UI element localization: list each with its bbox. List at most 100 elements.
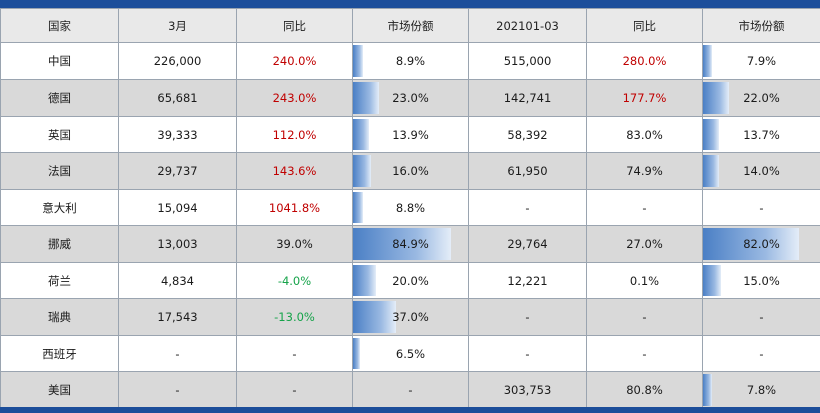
share-bar [353, 228, 451, 260]
share-bar [353, 301, 396, 333]
march-sales-cell: 226,000 [118, 42, 237, 80]
march-share-cell: 13.9% [352, 116, 469, 153]
share-bar [703, 265, 721, 296]
share-bar [353, 192, 364, 223]
march-yoy-cell: 1041.8% [236, 189, 353, 226]
march-yoy-cell: 112.0% [236, 116, 353, 153]
table-row: 中国 226,000 240.0% 8.9% 515,000 280.0% 7.9% [0, 42, 820, 80]
table-row: 美国 - - -303,753 80.8% 7.8% [0, 371, 820, 409]
share-bar [353, 45, 364, 77]
march-yoy-cell: 240.0% [236, 42, 353, 80]
ytd-share-cell: 82.0% [702, 225, 820, 263]
table-row: 英国 39,333 112.0% 13.9% 58,392 83.0% 13.7% [0, 116, 820, 153]
share-value: - [759, 346, 764, 361]
ytd-share-cell: 13.7% [702, 116, 820, 153]
ytd-share-cell: 15.0% [702, 262, 820, 299]
share-bar [353, 82, 380, 114]
ytd-yoy-cell: - [586, 189, 703, 226]
march-share-cell: 8.8% [352, 189, 469, 226]
table-row: 意大利 15,094 1041.8% 8.8% - - - [0, 189, 820, 226]
header-march: 3月 [118, 8, 237, 43]
share-value: 13.9% [392, 127, 429, 142]
ytd-share-cell: 14.0% [702, 152, 820, 190]
share-value: 82.0% [743, 237, 780, 251]
header-ytd-share: 市场份额 [702, 8, 820, 43]
march-share-cell: 37.0% [352, 298, 469, 336]
share-bar [703, 82, 729, 114]
country-cell: 美国 [0, 371, 119, 409]
share-value: 84.9% [392, 237, 429, 251]
header-ytd-yoy: 同比 [586, 8, 703, 43]
march-sales-cell: - [118, 335, 237, 372]
march-yoy-cell: 39.0% [236, 225, 353, 263]
march-sales-cell: 29,737 [118, 152, 237, 190]
ytd-yoy-cell: - [586, 335, 703, 372]
share-value: 37.0% [392, 310, 429, 324]
country-cell: 中国 [0, 42, 119, 80]
share-value: 15.0% [743, 273, 780, 288]
ytd-share-cell: - [702, 335, 820, 372]
ytd-share-cell: - [702, 189, 820, 226]
share-bar [703, 45, 713, 77]
ytd-yoy-cell: - [586, 298, 703, 336]
bottom-accent-bar [0, 407, 820, 413]
march-sales-cell: 13,003 [118, 225, 237, 263]
ytd-yoy-cell: 0.1% [586, 262, 703, 299]
ytd-yoy-cell: 280.0% [586, 42, 703, 80]
march-sales-cell: 15,094 [118, 189, 237, 226]
march-yoy-cell: -13.0% [236, 298, 353, 336]
ytd-yoy-cell: 27.0% [586, 225, 703, 263]
ev-sales-table: 国家 3月 同比 市场份额 202101-03 同比 市场份额 中国 226,00… [0, 8, 820, 409]
share-value: 14.0% [743, 164, 780, 178]
country-cell: 英国 [0, 116, 119, 153]
country-cell: 西班牙 [0, 335, 119, 372]
table-row: 西班牙 - -6.5% - - - [0, 335, 820, 372]
top-accent-bar [0, 0, 820, 8]
ytd-yoy-cell: 83.0% [586, 116, 703, 153]
ytd-share-cell: 22.0% [702, 79, 820, 117]
share-value: 13.7% [743, 127, 780, 142]
share-bar [703, 374, 713, 406]
share-value: 22.0% [743, 91, 780, 105]
share-value: 7.8% [746, 383, 777, 397]
country-cell: 法国 [0, 152, 119, 190]
march-sales-cell: 65,681 [118, 79, 237, 117]
share-value: 8.8% [395, 200, 426, 215]
ytd-share-cell: 7.8% [702, 371, 820, 409]
ytd-sales-cell: - [468, 335, 587, 372]
ytd-sales-cell: 61,950 [468, 152, 587, 190]
march-yoy-cell: - [236, 371, 353, 409]
share-value: - [408, 383, 413, 397]
march-share-cell: 84.9% [352, 225, 469, 263]
table-row: 荷兰 4,834 -4.0% 20.0% 12,221 0.1% 15.0% [0, 262, 820, 299]
march-share-cell: 8.9% [352, 42, 469, 80]
table-row: 法国 29,737 143.6% 16.0% 61,950 74.9% 14.0% [0, 152, 820, 190]
ytd-share-cell: 7.9% [702, 42, 820, 80]
ytd-share-cell: - [702, 298, 820, 336]
ytd-sales-cell: 515,000 [468, 42, 587, 80]
march-share-cell: 20.0% [352, 262, 469, 299]
share-value: - [759, 200, 764, 215]
ytd-sales-cell: 29,764 [468, 225, 587, 263]
country-cell: 挪威 [0, 225, 119, 263]
share-bar [703, 228, 799, 260]
share-bar [353, 155, 372, 187]
header-ytd: 202101-03 [468, 8, 587, 43]
ytd-yoy-cell: 74.9% [586, 152, 703, 190]
march-sales-cell: 17,543 [118, 298, 237, 336]
table-row: 挪威 13,003 39.0% 84.9% 29,764 27.0% 82.0% [0, 225, 820, 263]
country-cell: 荷兰 [0, 262, 119, 299]
share-value: 8.9% [395, 54, 426, 68]
march-yoy-cell: -4.0% [236, 262, 353, 299]
header-row: 国家 3月 同比 市场份额 202101-03 同比 市场份额 [0, 8, 820, 43]
march-sales-cell: 39,333 [118, 116, 237, 153]
march-yoy-cell: 243.0% [236, 79, 353, 117]
share-value: 16.0% [392, 164, 429, 178]
ytd-sales-cell: 303,753 [468, 371, 587, 409]
ytd-sales-cell: - [468, 298, 587, 336]
ytd-sales-cell: 12,221 [468, 262, 587, 299]
march-share-cell: 6.5% [352, 335, 469, 372]
march-sales-cell: 4,834 [118, 262, 237, 299]
march-share-cell: 23.0% [352, 79, 469, 117]
share-value: - [759, 310, 764, 324]
